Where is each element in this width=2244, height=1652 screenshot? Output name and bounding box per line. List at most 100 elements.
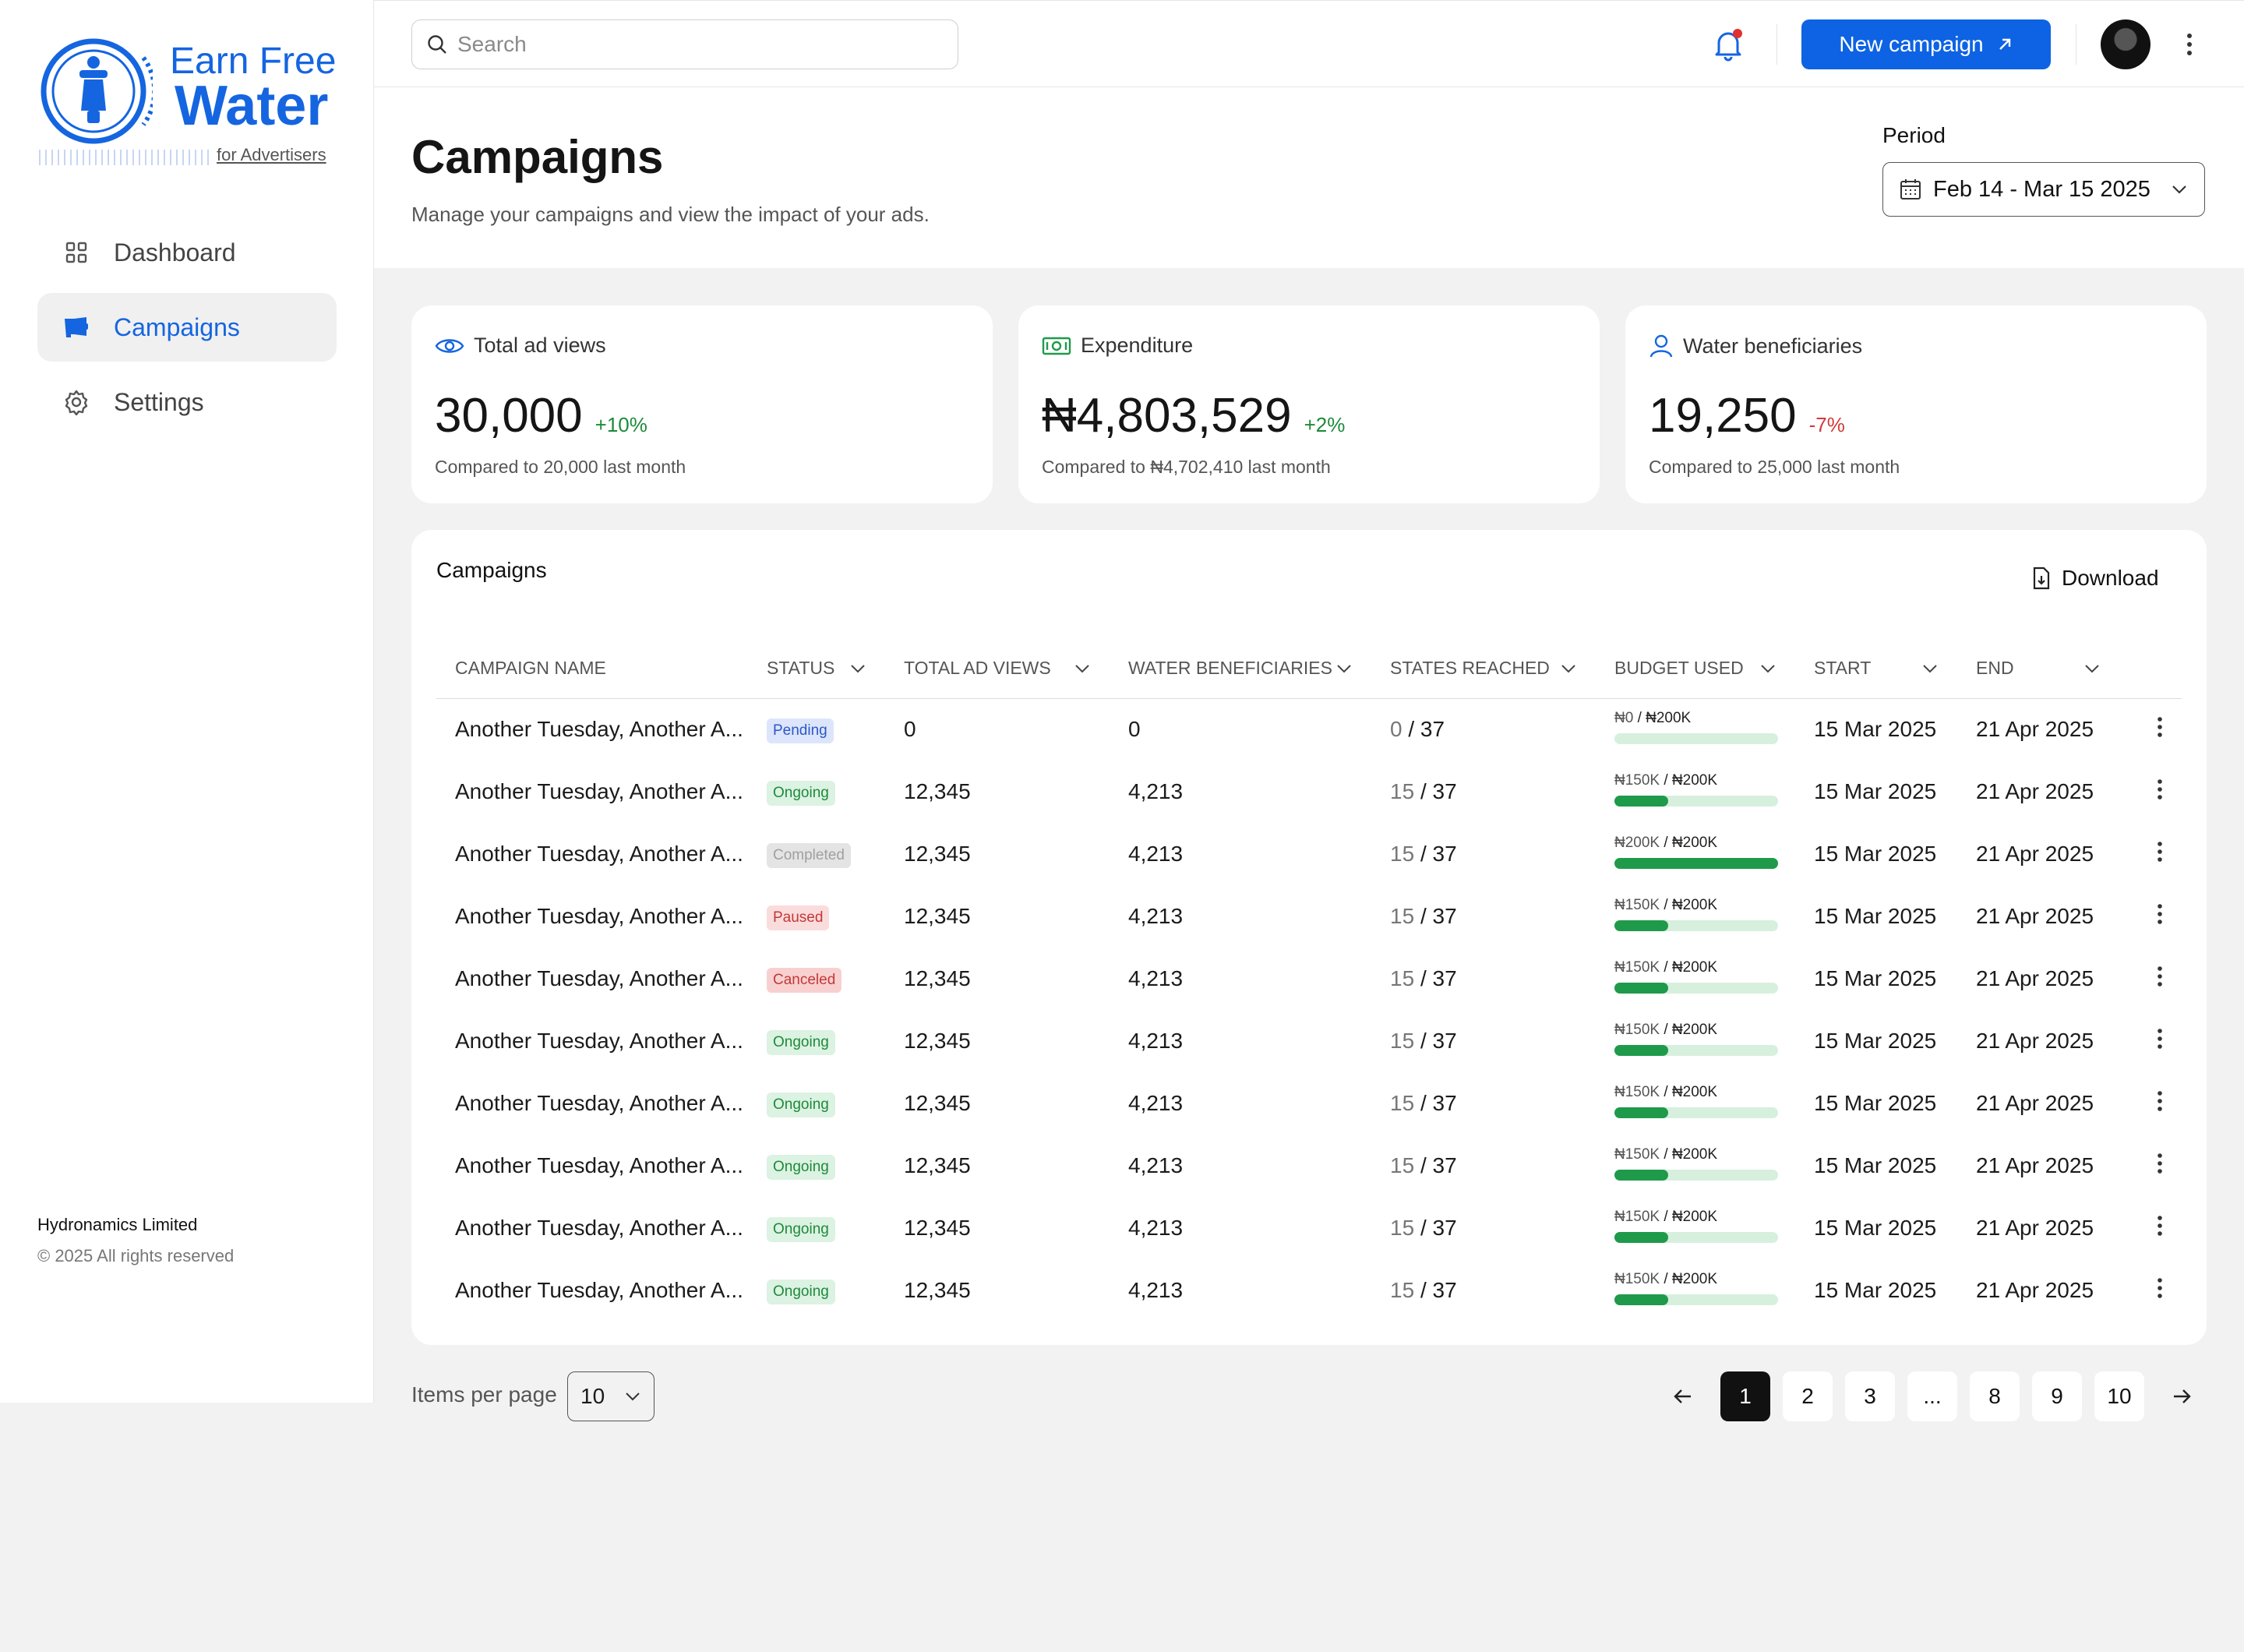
ad-views: 12,345	[904, 1029, 971, 1053]
period-select[interactable]: Feb 14 - Mar 15 2025	[1882, 162, 2205, 217]
status-badge: Ongoing	[767, 1217, 835, 1242]
search-input[interactable]	[457, 32, 925, 57]
column-header[interactable]: END	[1957, 639, 2119, 699]
budget-used: ₦150K / ₦200K	[1614, 772, 1778, 811]
page-button[interactable]: 9	[2032, 1371, 2082, 1421]
table-row[interactable]: Another Tuesday, Another A... Completed 12…	[436, 823, 2182, 885]
campaigns-table: CAMPAIGN NAME STATUS TOTAL AD VIEWS WATE…	[436, 639, 2182, 1322]
campaign-name[interactable]: Another Tuesday, Another A...	[455, 1216, 743, 1240]
status-cell: Pending	[748, 698, 885, 761]
stat-value: ₦4,803,529	[1042, 389, 1292, 443]
stat-value: 19,250	[1649, 389, 1797, 443]
ad-views: 12,345	[904, 904, 971, 928]
budget-total: / ₦200K	[1664, 835, 1718, 851]
status-cell: Paused	[748, 885, 885, 948]
sidebar-item-campaigns[interactable]: Campaigns	[37, 293, 337, 362]
page-button[interactable]: 10	[2094, 1371, 2144, 1421]
column-header[interactable]: STATES REACHED	[1371, 639, 1596, 699]
table-row[interactable]: Another Tuesday, Another A... Ongoing 12,3…	[436, 761, 2182, 823]
page-button[interactable]: 8	[1970, 1371, 2020, 1421]
row-actions-icon[interactable]	[2119, 1135, 2182, 1197]
table-row[interactable]: Another Tuesday, Another A... Ongoing 12,3…	[436, 1197, 2182, 1259]
column-header[interactable]: START	[1795, 639, 1957, 699]
arrow-left-icon	[1674, 1389, 1691, 1403]
campaign-name[interactable]: Another Tuesday, Another A...	[455, 842, 743, 866]
row-actions-icon[interactable]	[2119, 1072, 2182, 1135]
sidebar-item-dashboard[interactable]: Dashboard	[37, 218, 337, 287]
end-date: 21 Apr 2025	[1976, 717, 2094, 742]
row-actions-icon[interactable]	[2119, 761, 2182, 823]
sidebar-footer: Hydronamics Limited © 2025 All rights re…	[37, 1209, 234, 1272]
beneficiaries: 4,213	[1128, 842, 1184, 866]
stat-compare: Compared to ₦4,702,410 last month	[1042, 457, 1331, 477]
states-total: / 37	[1420, 842, 1457, 866]
page-button[interactable]: 2	[1783, 1371, 1833, 1421]
budget-used: ₦150K / ₦200K	[1614, 1084, 1778, 1123]
column-header[interactable]: TOTAL AD VIEWS	[885, 639, 1110, 699]
stat-value: 30,000	[435, 389, 583, 443]
sidebar-item-settings[interactable]: Settings	[37, 368, 337, 436]
column-header[interactable]: WATER BENEFICIARIES	[1110, 639, 1371, 699]
budget-spent: ₦0	[1614, 710, 1634, 727]
page-button[interactable]: 3	[1845, 1371, 1895, 1421]
table-row[interactable]: Another Tuesday, Another A... Pending 0 0 0 …	[436, 698, 2182, 761]
campaign-name[interactable]: Another Tuesday, Another A...	[455, 1278, 743, 1302]
sidebar-item-label: Dashboard	[114, 238, 236, 267]
stat-card-beneficiaries: Water beneficiaries 19,250 -7% Compared t…	[1625, 305, 2207, 503]
prev-page-button[interactable]	[1658, 1371, 1708, 1421]
row-actions-icon[interactable]	[2119, 1259, 2182, 1322]
bell-icon[interactable]	[1708, 24, 1748, 65]
row-actions-icon[interactable]	[2119, 698, 2182, 761]
next-page-button[interactable]	[2157, 1371, 2207, 1421]
states-total: / 37	[1408, 717, 1445, 742]
row-actions-icon[interactable]	[2119, 1197, 2182, 1259]
file-download-icon	[2033, 567, 2050, 590]
row-actions-icon[interactable]	[2119, 948, 2182, 1010]
table-row[interactable]: Another Tuesday, Another A... Ongoing 12,3…	[436, 1072, 2182, 1135]
status-cell: Ongoing	[748, 1259, 885, 1322]
states-reached: 15 / 37	[1371, 885, 1596, 948]
page-button[interactable]: 1	[1720, 1371, 1770, 1421]
campaign-name[interactable]: Another Tuesday, Another A...	[455, 717, 743, 742]
ad-views: 12,345	[904, 1153, 971, 1177]
download-button[interactable]: Download	[2032, 566, 2159, 591]
campaign-name[interactable]: Another Tuesday, Another A...	[455, 966, 743, 990]
campaign-name[interactable]: Another Tuesday, Another A...	[455, 904, 743, 928]
row-actions-icon[interactable]	[2119, 885, 2182, 948]
campaign-name[interactable]: Another Tuesday, Another A...	[455, 1091, 743, 1115]
stat-delta: +10%	[595, 413, 647, 436]
budget-spent: ₦150K	[1614, 897, 1660, 913]
campaign-name[interactable]: Another Tuesday, Another A...	[455, 1153, 743, 1177]
new-campaign-button[interactable]: New campaign	[1801, 19, 2051, 69]
column-header[interactable]: STATUS	[748, 639, 885, 699]
states-total: / 37	[1420, 779, 1457, 803]
table-row[interactable]: Another Tuesday, Another A... Ongoing 12,3…	[436, 1135, 2182, 1197]
budget-progress-track	[1614, 1107, 1778, 1118]
start-date: 15 Mar 2025	[1814, 779, 1937, 803]
end-date: 21 Apr 2025	[1976, 904, 2094, 928]
column-label: START	[1814, 658, 1872, 679]
budget-used: ₦150K / ₦200K	[1614, 897, 1778, 936]
row-actions-icon[interactable]	[2119, 823, 2182, 885]
budget-progress-fill	[1614, 1294, 1669, 1305]
campaign-name[interactable]: Another Tuesday, Another A...	[455, 1029, 743, 1053]
logo[interactable]: Earn Free Water for Advertisers	[39, 34, 336, 167]
table-row[interactable]: Another Tuesday, Another A... Canceled 12,…	[436, 948, 2182, 1010]
more-options-icon[interactable]	[2174, 24, 2205, 65]
column-header[interactable]: BUDGET USED	[1596, 639, 1795, 699]
ad-views: 12,345	[904, 1278, 971, 1302]
chevron-down-icon	[1075, 665, 1089, 673]
beneficiaries: 4,213	[1128, 779, 1184, 803]
avatar[interactable]	[2101, 19, 2150, 69]
calendar-icon	[1900, 179, 1921, 199]
table-row[interactable]: Another Tuesday, Another A... Ongoing 12,3…	[436, 1259, 2182, 1322]
beneficiaries: 4,213	[1128, 1216, 1184, 1240]
chevron-down-icon	[2172, 185, 2186, 194]
table-row[interactable]: Another Tuesday, Another A... Paused 12,34…	[436, 885, 2182, 948]
table-row[interactable]: Another Tuesday, Another A... Ongoing 12,3…	[436, 1010, 2182, 1072]
campaign-name[interactable]: Another Tuesday, Another A...	[455, 779, 743, 803]
search-box[interactable]	[411, 19, 958, 69]
brand-subtitle[interactable]: for Advertisers	[217, 145, 326, 164]
row-actions-icon[interactable]	[2119, 1010, 2182, 1072]
items-per-page-select[interactable]: 10	[567, 1371, 654, 1421]
